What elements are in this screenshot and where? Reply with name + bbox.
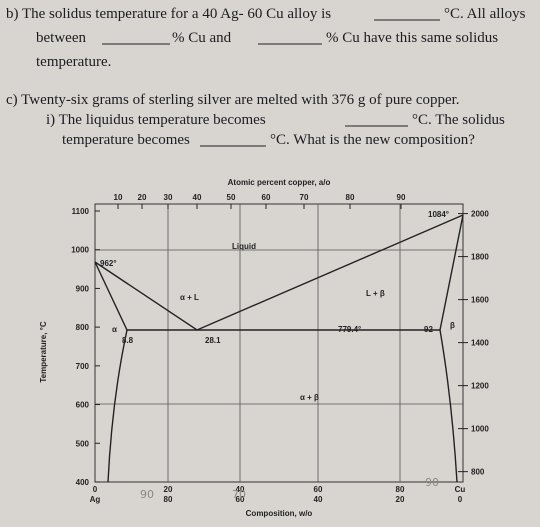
tick-label: 30 [164,193,173,202]
region-label: α + β [300,393,319,402]
tick-label: 20 [164,485,173,494]
solidus [94,214,464,331]
text: b) The solidus temperature for a 40 Ag- … [6,6,331,22]
solvus [107,329,128,483]
tick-label: 1100 [72,207,90,216]
tick-label: 50 [227,193,236,202]
region-label: 962° [100,259,117,268]
region-label: 8.8 [122,336,134,345]
tick-label: 20 [396,495,405,504]
handwritten-note: 90 [425,476,439,489]
tick-label: 80 [396,485,405,494]
region-label: Liquid [232,242,256,251]
text: °C. All alloys [444,6,526,22]
axis-title: Composition, w/o [246,509,313,518]
region-label: β [450,321,455,330]
tick-label: 1600 [471,296,489,305]
text: % Cu and [172,30,232,46]
tick-label: 700 [76,362,90,371]
text: between [36,30,86,46]
tick-label: 800 [471,468,485,477]
tick-label: 1800 [471,253,489,262]
region-label: α [112,325,117,334]
handwritten-note: 70 [232,488,246,501]
tick-label: 40 [314,495,323,504]
tick-label: 80 [164,495,173,504]
tick-label: 1400 [471,339,489,348]
handwritten-note: 90 [140,488,154,501]
tick-label: Cu [455,485,466,494]
tick-label: 60 [236,495,245,504]
tick-label: 90 [397,193,406,202]
tick-label: 1000 [471,425,489,434]
tick-label: 600 [76,401,90,410]
tick-label: 10 [114,193,123,202]
tick-label: Ag [90,495,101,504]
text: °C. The solidus [412,112,505,128]
axis-title: Temperature, °C [39,321,48,383]
tick-label: 80 [346,193,355,202]
text: c) Twenty-six grams of sterling silver a… [6,92,460,108]
tick-label: 1200 [471,382,489,391]
text: i) The liquidus temperature becomes [46,112,266,128]
tick-label: 70 [300,193,309,202]
tick-label: 0 [458,495,463,504]
tick-label: 60 [262,193,271,202]
tick-label: 20 [138,193,147,202]
region-label: L + β [366,289,385,298]
region-label: 28.1 [205,336,221,345]
text: °C. What is the new composition? [270,132,475,148]
tick-label: 900 [76,284,90,293]
tick-label: 1000 [71,246,89,255]
text: temperature becomes [62,132,190,148]
tick-label: 60 [314,485,323,494]
axis-title: Atomic percent copper, a/o [228,178,331,187]
tick-label: 0 [93,485,98,494]
region-label: α + L [180,293,199,302]
text: % Cu have this same solidus [326,30,498,46]
tick-label: 400 [76,478,90,487]
region-label: 1084° [428,210,449,219]
tick-label: 2000 [471,210,489,219]
region-label: 779.4° [338,325,361,334]
tick-label: 40 [193,193,202,202]
tick-label: 800 [76,323,90,332]
region-label: 92 [424,325,433,334]
tick-label: 500 [76,439,90,448]
tick-label: 40 [236,485,245,494]
solvus [439,329,458,483]
text: temperature. [36,54,111,70]
